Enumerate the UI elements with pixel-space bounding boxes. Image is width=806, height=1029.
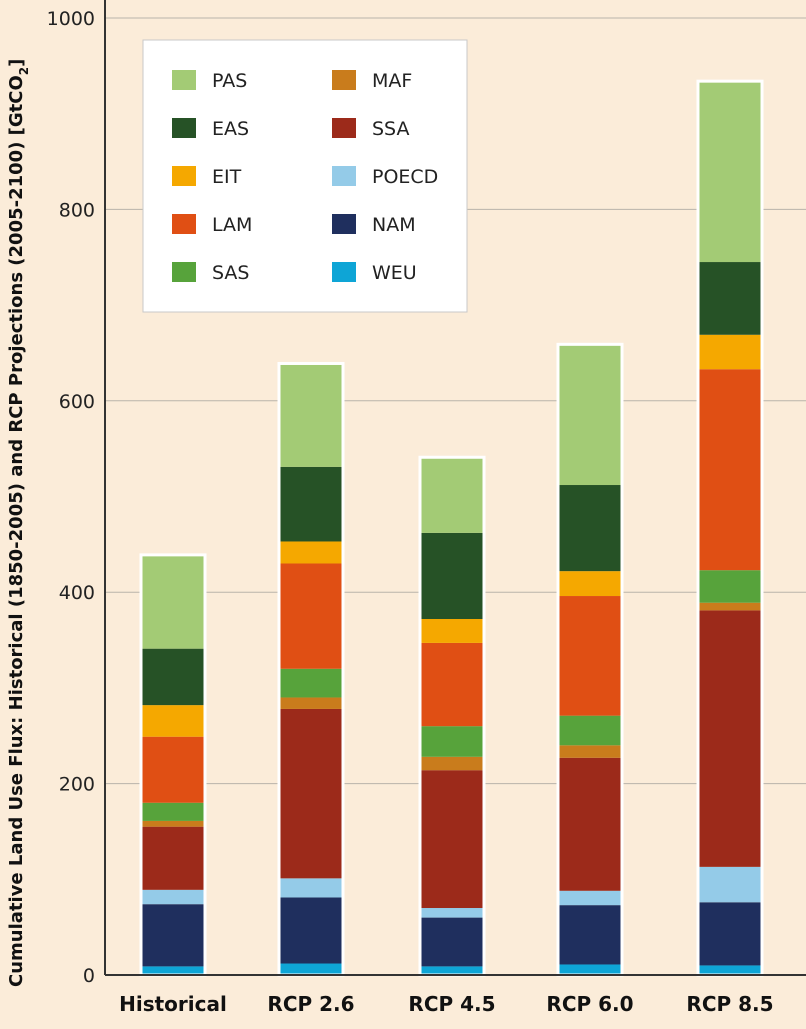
legend-swatch-weu <box>332 262 356 282</box>
bar-segment-eit <box>141 705 205 737</box>
legend-label-nam: NAM <box>372 214 416 236</box>
legend-swatch-sas <box>172 262 196 282</box>
bar-segment-sas <box>141 802 205 821</box>
bar-segment-pas <box>279 363 343 467</box>
bar-segment-lam <box>698 369 762 571</box>
legend-swatch-nam <box>332 214 356 234</box>
bar-stack-rcp-6-0 <box>556 342 624 977</box>
bar-segment-poecd <box>558 890 622 906</box>
bar-segment-lam <box>558 596 622 716</box>
bar-segment-maf <box>558 745 622 758</box>
bar-segment-ssa <box>420 770 484 909</box>
axes <box>104 0 806 976</box>
bar-segment-maf <box>698 602 762 611</box>
bar-segment-sas <box>279 668 343 698</box>
bar-segment-ssa <box>698 610 762 867</box>
legend-label-pas: PAS <box>212 70 247 92</box>
bar-segment-weu <box>698 965 762 975</box>
bar-segment-eit <box>279 541 343 564</box>
bar-segment-nam <box>279 897 343 964</box>
bar-segment-poecd <box>141 889 205 905</box>
bar-segment-pas <box>698 81 762 263</box>
legend-swatch-ssa <box>332 118 356 138</box>
bar-segment-eas <box>279 466 343 542</box>
bar-stack-rcp-8-5 <box>696 79 764 977</box>
bar-segment-eas <box>420 532 484 619</box>
bar-segment-lam <box>279 563 343 669</box>
x-tick-label: Historical <box>119 992 227 1016</box>
bar-stack-rcp-2-6 <box>277 361 345 977</box>
bar-segment-eas <box>698 262 762 335</box>
legend-swatch-maf <box>332 70 356 90</box>
legend-label-eit: EIT <box>212 166 242 188</box>
bar-segment-maf <box>141 820 205 827</box>
legend-label-weu: WEU <box>372 262 417 284</box>
bar-segment-maf <box>279 697 343 709</box>
x-tick-label: RCP 8.5 <box>686 992 773 1016</box>
bar-segment-maf <box>420 756 484 771</box>
x-tick-label: RCP 6.0 <box>546 992 633 1016</box>
bar-stack-rcp-4-5 <box>418 455 486 977</box>
bar-segment-weu <box>141 966 205 975</box>
legend-swatch-lam <box>172 214 196 234</box>
bar-segment-ssa <box>141 826 205 890</box>
bar-segment-eit <box>558 571 622 597</box>
x-tick-label: RCP 4.5 <box>408 992 495 1016</box>
y-axis-label-subscript: 2 <box>17 67 31 75</box>
legend-label-ssa: SSA <box>372 118 409 140</box>
y-tick-label: 200 <box>59 774 95 796</box>
bar-stack-historical <box>139 553 207 977</box>
legend-swatch-poecd <box>332 166 356 186</box>
bar-segment-weu <box>279 963 343 975</box>
bar-segment-weu <box>558 964 622 975</box>
bar-segment-lam <box>420 642 484 727</box>
y-tick-label: 0 <box>83 965 95 987</box>
bar-segment-lam <box>141 736 205 803</box>
legend-label-poecd: POECD <box>372 166 438 188</box>
bar-segment-pas <box>420 457 484 533</box>
bar-segment-eit <box>420 618 484 643</box>
y-tick-label: 1000 <box>47 8 95 30</box>
bar-segment-weu <box>420 966 484 975</box>
legend-label-sas: SAS <box>212 262 249 284</box>
bar-segment-nam <box>420 917 484 967</box>
bar-segment-pas <box>141 554 205 649</box>
bar-segment-eas <box>558 485 622 572</box>
y-tick-label: 600 <box>59 391 95 413</box>
legend-label-lam: LAM <box>212 214 252 236</box>
bars <box>139 79 764 977</box>
bar-segment-nam <box>558 905 622 965</box>
legend-swatch-eas <box>172 118 196 138</box>
bar-segment-eas <box>141 648 205 706</box>
legend-label-eas: EAS <box>212 118 249 140</box>
y-axis-label-end: ] <box>6 59 27 67</box>
y-axis-label: Cumulative Land Use Flux: Historical (18… <box>6 59 31 987</box>
bar-segment-ssa <box>279 708 343 879</box>
legend: PAS EAS EIT LAM SAS MAF SSA POECD NAM WEU <box>142 39 468 313</box>
bar-segment-ssa <box>558 757 622 891</box>
bar-segment-pas <box>558 344 622 486</box>
bar-segment-nam <box>141 904 205 967</box>
bar-segment-poecd <box>279 878 343 898</box>
bar-segment-sas <box>420 726 484 757</box>
legend-swatch-pas <box>172 70 196 90</box>
x-tick-labels: Historical RCP 2.6 RCP 4.5 RCP 6.0 RCP 8.5 <box>119 992 773 1016</box>
bar-segment-nam <box>698 902 762 966</box>
legend-label-maf: MAF <box>372 70 412 92</box>
bar-segment-poecd <box>698 866 762 903</box>
x-tick-label: RCP 2.6 <box>267 992 354 1016</box>
y-tick-label: 400 <box>59 582 95 604</box>
y-tick-label: 800 <box>59 199 95 221</box>
bar-segment-sas <box>558 715 622 746</box>
bar-segment-eit <box>698 334 762 370</box>
bar-segment-poecd <box>420 908 484 918</box>
y-tick-labels: 0 200 400 600 800 1000 <box>47 8 95 987</box>
legend-swatch-eit <box>172 166 196 186</box>
bar-segment-sas <box>698 570 762 603</box>
legend-box <box>142 39 468 313</box>
